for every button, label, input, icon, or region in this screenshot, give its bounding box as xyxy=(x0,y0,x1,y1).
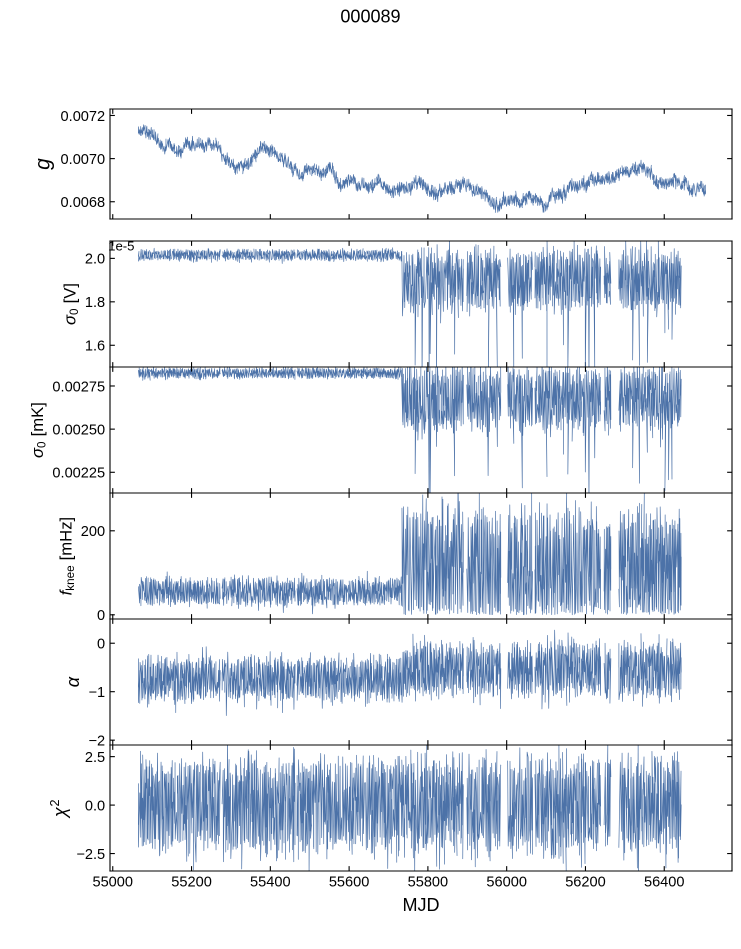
svg-text:2.0: 2.0 xyxy=(85,252,105,268)
svg-text:0.0: 0.0 xyxy=(85,798,105,814)
svg-text:55800: 55800 xyxy=(408,874,449,890)
svg-text:55200: 55200 xyxy=(171,874,212,890)
svg-text:56000: 56000 xyxy=(486,874,527,890)
svg-text:0.0072: 0.0072 xyxy=(61,109,106,125)
svg-text:2.5: 2.5 xyxy=(85,750,105,766)
svg-text:χ 2: χ 2 xyxy=(46,799,71,819)
svg-text:σ 0 [: σ 0 [ V ] xyxy=(55,281,83,325)
svg-text:200: 200 xyxy=(81,524,105,540)
svg-text:55400: 55400 xyxy=(250,874,291,890)
svg-text:0: 0 xyxy=(97,608,105,624)
svg-text:56400: 56400 xyxy=(644,874,685,890)
svg-text:−2: −2 xyxy=(89,733,106,749)
svg-text:1e-5: 1e-5 xyxy=(108,239,134,254)
svg-text:α: α xyxy=(63,676,83,687)
svg-text:−1: −1 xyxy=(89,685,106,701)
svg-text:0.00275: 0.00275 xyxy=(52,379,105,395)
svg-text:0.0070: 0.0070 xyxy=(61,152,106,168)
svg-text:g: g xyxy=(31,158,54,170)
svg-text:0.0068: 0.0068 xyxy=(61,195,106,211)
svg-text:σ 0 [: σ 0 [ m K ] xyxy=(23,401,51,458)
svg-text:MJD: MJD xyxy=(402,895,439,915)
svg-text:0.00225: 0.00225 xyxy=(52,466,105,482)
svg-text:−2.5: −2.5 xyxy=(76,847,105,863)
svg-text:1.6: 1.6 xyxy=(85,339,105,355)
svg-text:0: 0 xyxy=(97,637,105,653)
svg-text:0.00250: 0.00250 xyxy=(52,422,105,438)
svg-text:55000: 55000 xyxy=(92,874,133,890)
svg-text:56200: 56200 xyxy=(565,874,606,890)
svg-text:55600: 55600 xyxy=(329,874,370,890)
svg-text:f k n e: f k n e e [ m H z ] xyxy=(51,515,79,595)
svg-text:1.8: 1.8 xyxy=(85,295,105,311)
svg-text:000089: 000089 xyxy=(340,7,400,27)
